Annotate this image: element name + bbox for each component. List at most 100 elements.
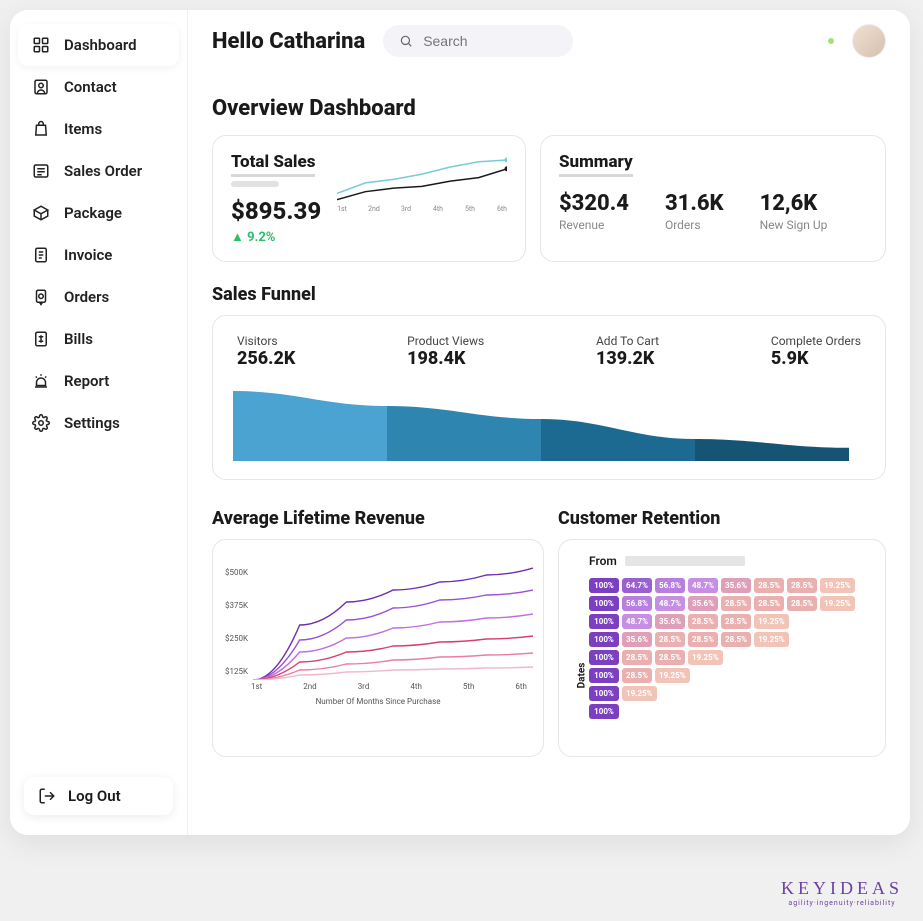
alr-chart — [253, 560, 533, 680]
retention-cell: 19.25% — [754, 632, 789, 647]
retention-cell: 100% — [589, 596, 619, 611]
summary-card: Summary $320.4Revenue31.6KOrders12,6KNew… — [540, 135, 886, 262]
box-icon — [32, 204, 50, 222]
sidebar-item-items[interactable]: Items — [18, 108, 179, 150]
logout-icon — [38, 787, 56, 805]
sidebar-item-label: Package — [64, 204, 122, 222]
retention-cell: 19.25% — [688, 650, 723, 665]
badge-icon — [32, 288, 50, 306]
retention-cell: 28.5% — [787, 578, 817, 593]
total-sales-delta: ▲ 9.2% — [231, 229, 323, 245]
retention-cell: 28.5% — [721, 632, 751, 647]
retention-cell: 100% — [589, 668, 619, 683]
funnel-stat: Visitors256.2K — [237, 334, 295, 369]
alr-xlabel: Number Of Months Since Purchase — [223, 697, 533, 706]
sidebar-item-label: Dashboard — [64, 36, 137, 54]
svg-text:3rd: 3rd — [401, 205, 411, 212]
retention-from-input[interactable] — [625, 556, 745, 566]
summary-metric: 31.6KOrders — [665, 191, 724, 232]
retention-cell: 48.7% — [622, 614, 652, 629]
retention-dates-label: Dates — [576, 663, 587, 689]
retention-row: 100%64.7%56.8%48.7%35.6%28.5%28.5%19.25% — [589, 578, 869, 593]
svg-text:2nd: 2nd — [368, 205, 380, 212]
metric-label: New Sign Up — [760, 218, 828, 232]
status-indicator — [828, 38, 834, 44]
retention-cell: 48.7% — [655, 596, 685, 611]
retention-cell: 56.8% — [655, 578, 685, 593]
retention-row: 100%19.25% — [589, 686, 869, 701]
retention-cell: 28.5% — [721, 614, 751, 629]
retention-cell: 28.5% — [655, 650, 685, 665]
svg-text:1st: 1st — [337, 205, 348, 212]
retention-cell: 19.25% — [622, 686, 657, 701]
summary-title: Summary — [559, 152, 633, 177]
retention-cell: 100% — [589, 686, 619, 701]
retention-cell: 48.7% — [688, 578, 718, 593]
retention-cell: 19.25% — [754, 614, 789, 629]
grid-icon — [32, 36, 50, 54]
sidebar: Dashboard Contact Items Sales Order Package I… — [10, 10, 188, 835]
retention-cell: 19.25% — [820, 578, 855, 593]
total-sales-title: Total Sales — [231, 152, 315, 177]
metric-value: $320.4 — [559, 191, 629, 216]
sidebar-item-settings[interactable]: Settings — [18, 402, 179, 444]
retention-title: Customer Retention — [558, 508, 886, 529]
alr-card: $500K$375K$250K$125K 1st2nd3rd4th5th6th … — [212, 539, 544, 757]
sidebar-item-package[interactable]: Package — [18, 192, 179, 234]
sidebar-item-dashboard[interactable]: Dashboard — [18, 24, 179, 66]
sidebar-item-sales-order[interactable]: Sales Order — [18, 150, 179, 192]
funnel-stat: Complete Orders5.9K — [771, 334, 861, 369]
retention-cell: 28.5% — [622, 668, 652, 683]
funnel-stat: Product Views198.4K — [407, 334, 484, 369]
sidebar-item-label: Contact — [64, 78, 117, 96]
alr-title: Average Lifetime Revenue — [212, 508, 544, 529]
retention-cell: 35.6% — [688, 596, 718, 611]
sales-sparkline: 1st2nd3rd4th5th6th — [337, 152, 507, 245]
sidebar-item-label: Bills — [64, 330, 93, 348]
total-sales-card: Total Sales $895.39 ▲ 9.2% 1st2nd3rd4th5… — [212, 135, 526, 262]
total-sales-value: $895.39 — [231, 197, 323, 225]
greeting: Hello Catharina — [212, 29, 365, 54]
retention-cell: 19.25% — [820, 596, 855, 611]
retention-cell: 28.5% — [754, 578, 784, 593]
search-box[interactable] — [383, 25, 573, 57]
retention-row: 100%48.7%35.6%28.5%28.5%19.25% — [589, 614, 869, 629]
metric-value: 12,6K — [760, 191, 828, 216]
doc-icon — [32, 246, 50, 264]
retention-cell: 28.5% — [787, 596, 817, 611]
metric-value: 31.6K — [665, 191, 724, 216]
topbar: Hello Catharina — [188, 10, 910, 66]
page-title: Overview Dashboard — [212, 96, 886, 121]
sidebar-item-invoice[interactable]: Invoice — [18, 234, 179, 276]
app-shell: Dashboard Contact Items Sales Order Package I… — [10, 10, 910, 835]
retention-cell: 100% — [589, 704, 619, 719]
sidebar-item-contact[interactable]: Contact — [18, 66, 179, 108]
funnel-stat: Add To Cart139.2K — [596, 334, 659, 369]
sidebar-item-label: Orders — [64, 288, 109, 306]
retention-cell: 35.6% — [721, 578, 751, 593]
bag-icon — [32, 120, 50, 138]
sidebar-item-label: Items — [64, 120, 102, 138]
retention-cell: 28.5% — [622, 650, 652, 665]
retention-cell: 100% — [589, 578, 619, 593]
user-icon — [32, 78, 50, 96]
sidebar-item-label: Report — [64, 372, 109, 390]
svg-text:6th: 6th — [497, 205, 507, 212]
logout-button[interactable]: Log Out — [24, 777, 173, 815]
alarm-icon — [32, 372, 50, 390]
retention-cell: 56.8% — [622, 596, 652, 611]
search-icon — [399, 34, 413, 48]
sidebar-item-bills[interactable]: Bills — [18, 318, 179, 360]
retention-row: 100% — [589, 704, 869, 719]
content: Overview Dashboard Total Sales $895.39 ▲… — [188, 66, 910, 777]
avatar[interactable] — [852, 24, 886, 58]
retention-cell: 100% — [589, 632, 619, 647]
retention-cell: 64.7% — [622, 578, 652, 593]
funnel-chart — [233, 383, 865, 461]
retention-cell: 19.25% — [655, 668, 690, 683]
brand-logo: KEYIDEAS agility·ingenuity·reliability — [781, 878, 903, 907]
funnel-title: Sales Funnel — [212, 284, 886, 305]
sidebar-item-orders[interactable]: Orders — [18, 276, 179, 318]
sidebar-item-report[interactable]: Report — [18, 360, 179, 402]
search-input[interactable] — [423, 33, 557, 49]
